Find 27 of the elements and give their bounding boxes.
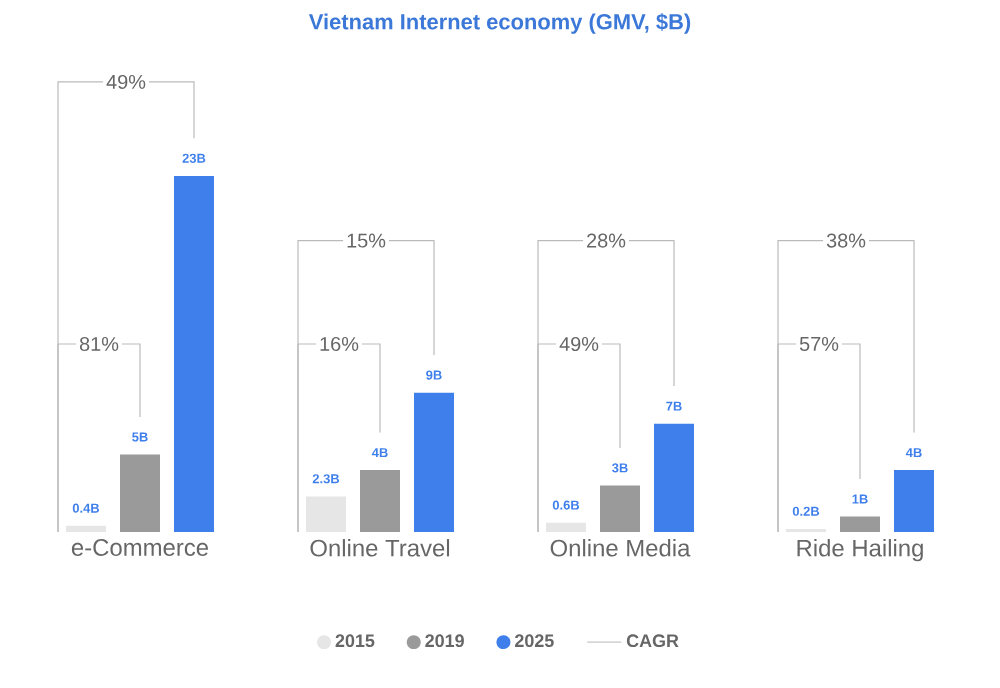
annotation: 57% bbox=[799, 336, 839, 351]
annotation: 49% bbox=[559, 336, 599, 352]
bar bbox=[654, 423, 695, 532]
x-tick-label: Ride Hailing bbox=[797, 539, 923, 562]
bar bbox=[174, 175, 214, 532]
bar bbox=[306, 496, 346, 532]
bar bbox=[414, 392, 455, 532]
annotation: 16% bbox=[320, 336, 359, 352]
legend-label: CAGR bbox=[626, 634, 679, 648]
bar bbox=[120, 454, 160, 532]
legend-label: 2015 bbox=[335, 634, 375, 648]
x-tick-label: Online Travel bbox=[310, 539, 450, 557]
bar bbox=[840, 516, 881, 532]
annotation: 15% bbox=[347, 233, 386, 248]
x-tick-label: Online Media bbox=[550, 539, 691, 557]
bar bbox=[894, 470, 935, 532]
x-tick-label: e-Commerce bbox=[71, 539, 208, 556]
legend-label: 2019 bbox=[425, 634, 464, 648]
legend-label: 2025 bbox=[515, 634, 554, 648]
annotation: 28% bbox=[587, 233, 626, 248]
annotation: 81% bbox=[79, 336, 119, 352]
chart-title: Vietnam Internet economy (GMV, $B) bbox=[308, 13, 691, 34]
bar bbox=[546, 522, 587, 532]
annotation: 38% bbox=[826, 233, 866, 248]
bar bbox=[360, 470, 401, 532]
text: 49% bbox=[106, 74, 146, 89]
bar bbox=[600, 485, 641, 532]
